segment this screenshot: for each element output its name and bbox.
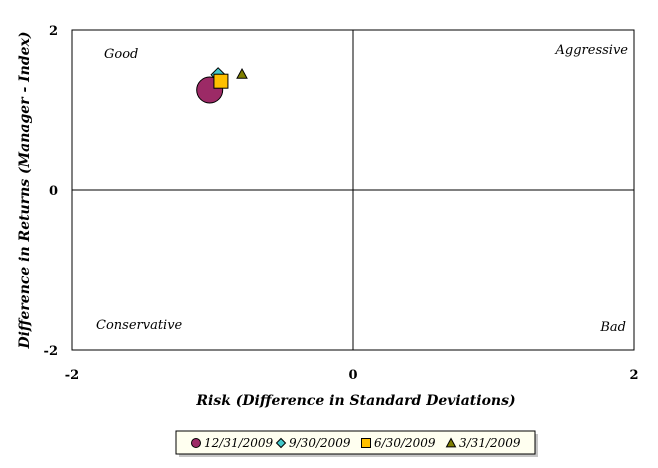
x-tick-label-right: 2 <box>629 368 638 383</box>
data-marks <box>196 67 248 104</box>
x-tick-label-left: -2 <box>65 368 79 383</box>
x-tick-label-middle: 0 <box>348 368 357 383</box>
y-tick-label-middle: 0 <box>49 184 58 199</box>
quadrant-label-aggressive: Aggressive <box>555 43 629 58</box>
legend-label-9-30-2009: 9/30/2009 <box>289 436 351 450</box>
y-tick-label-bottom: -2 <box>44 344 58 359</box>
legend-label-6-30-2009: 6/30/2009 <box>374 436 436 450</box>
y-axis-title: Difference in Returns (Manager - Index) <box>17 31 33 349</box>
legend-items: 12/31/2009 9/30/2009 6/30/2009 3/31/2009 <box>191 436 521 450</box>
legend: 12/31/2009 9/30/2009 6/30/2009 3/31/2009 <box>175 430 538 457</box>
quadrant-label-conservative: Conservative <box>96 318 183 333</box>
legend-marker-6-30-2009 <box>361 438 371 448</box>
data-point-6-30-2009 <box>213 73 229 89</box>
quadrant-label-good: Good <box>104 47 138 62</box>
x-axis-title: Risk (Difference in Standard Deviations) <box>195 393 515 409</box>
legend-marker-3-31-2009 <box>445 437 457 448</box>
legend-label-12-31-2009: 12/31/2009 <box>204 436 274 450</box>
legend-marker-12-31-2009 <box>191 438 201 448</box>
y-tick-label-top: 2 <box>49 24 58 39</box>
legend-marker-9-30-2009 <box>275 437 287 449</box>
quadrant-label-bad: Bad <box>599 320 626 335</box>
legend-label-3-31-2009: 3/31/2009 <box>459 436 521 450</box>
legend-box <box>175 430 536 455</box>
data-point-3-31-2009 <box>236 67 248 79</box>
